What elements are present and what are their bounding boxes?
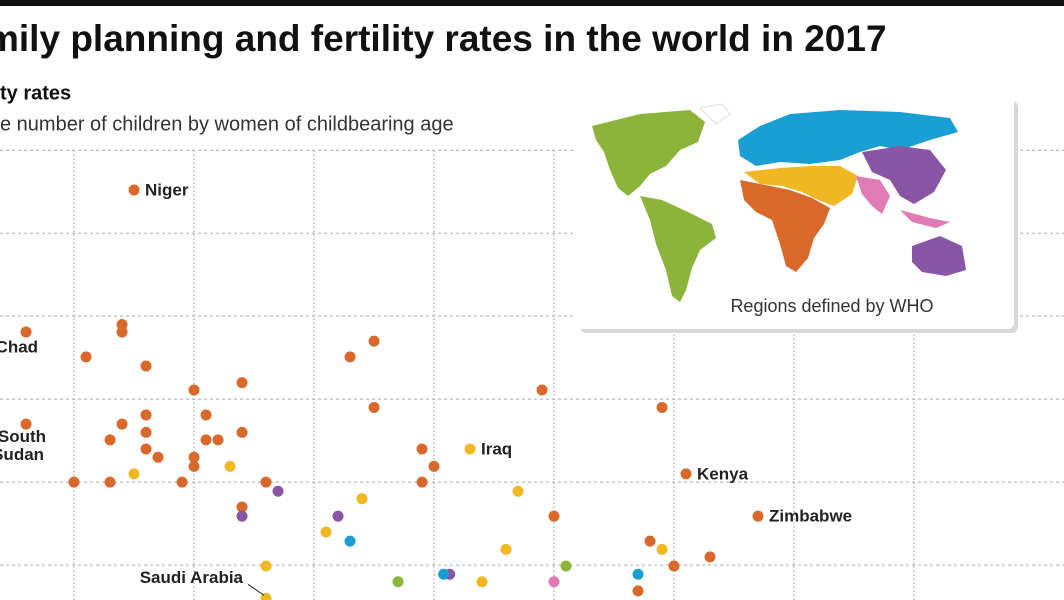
grid [0,149,1064,600]
point [236,377,248,389]
label-line: South [0,428,46,447]
point [236,510,248,522]
point [392,576,404,588]
map-se-asia [856,176,890,214]
point [116,418,128,430]
point [752,510,764,522]
point [140,360,152,372]
chart-subtitle: ty rates [0,82,71,104]
point [188,384,200,396]
point [176,476,188,488]
point [668,560,680,572]
point [140,409,152,421]
point [464,443,476,455]
map-islands [900,210,950,228]
point [344,351,356,363]
point [680,468,692,480]
point [104,434,116,446]
point [224,460,236,472]
point [20,326,32,338]
point [128,468,140,480]
point [438,568,450,580]
point-label: Zimbabwe [769,507,852,526]
inset-caption: Regions defined by WHO [730,296,933,316]
point [272,485,284,497]
point [188,460,200,472]
point [128,184,140,196]
point-label: Chad [0,337,38,356]
point-label: Saudi Arabia [140,568,244,587]
point [116,326,128,338]
map-europe [738,110,958,166]
point [344,535,356,547]
point [632,585,644,597]
map-americas-south [640,196,716,302]
chart-title: mily planning and fertility rates in the… [0,18,887,59]
point [512,485,524,497]
point [416,476,428,488]
map-africa [740,180,830,272]
point [140,443,152,455]
point [656,543,668,555]
point [704,551,716,563]
point [200,434,212,446]
point [416,443,428,455]
point [368,401,380,413]
map-australia [912,236,966,276]
marks: Niger Chad SouthSudan Kenya Zimbabwe Iraq Saud… [0,181,852,600]
map-w-pacific [862,146,946,204]
point [152,451,164,463]
point [428,460,440,472]
point [20,418,32,430]
point [68,476,80,488]
point-label: Niger [145,181,189,200]
leader-line [247,583,265,596]
point [548,576,560,588]
point [560,560,572,572]
point [548,510,560,522]
point [200,409,212,421]
top-bar [0,0,1064,6]
point-label: SouthSudan [0,428,46,465]
point [188,451,200,463]
point [212,434,224,446]
point [656,401,668,413]
point-label: Kenya [697,464,749,483]
point [644,535,656,547]
point [260,476,272,488]
point [476,576,488,588]
map-east-med [744,166,858,206]
point [260,560,272,572]
point [236,426,248,438]
point [140,426,152,438]
label-line: Sudan [0,446,44,465]
point [356,493,368,505]
point [632,568,644,580]
point [80,351,92,363]
map-inset: Regions defined by WHO [576,97,1018,333]
point [332,510,344,522]
point [320,526,332,538]
axis-note: e number of children by women of childbe… [0,113,454,135]
point-label: Iraq [481,439,512,458]
map-greenland [698,103,731,125]
point [536,384,548,396]
map-americas-north [592,110,705,196]
point [368,335,380,347]
point [500,543,512,555]
point [104,476,116,488]
point [236,501,248,513]
